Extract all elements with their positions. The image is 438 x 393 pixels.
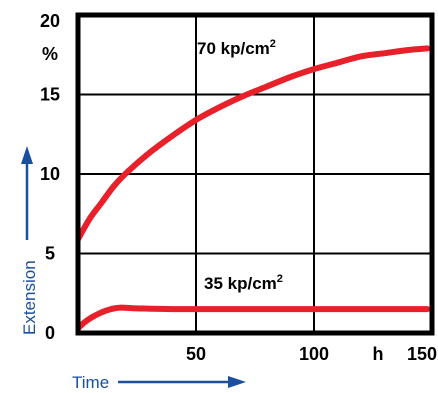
series-group — [78, 45, 431, 332]
y-tick-label: 10 — [40, 164, 60, 184]
y-tick-label: 15 — [40, 85, 60, 105]
x-axis-arrow-head — [228, 376, 246, 388]
series-label-35-sup: 2 — [277, 273, 283, 285]
y-tick-labels: 0 5 10 15 20 — [40, 11, 60, 343]
series-label-70: 70 kp/cm2 — [197, 38, 276, 58]
x-tick-label: 100 — [299, 344, 329, 364]
x-tick-label: 150 — [407, 344, 437, 364]
series-label-35: 35 kp/cm2 — [204, 273, 283, 293]
y-tick-label: 20 — [40, 11, 60, 31]
y-axis-label: Extension — [20, 260, 39, 335]
x-tick-labels: 50 100 150 — [186, 344, 437, 364]
plot-frame — [75, 12, 435, 336]
x-axis-label: Time — [72, 373, 109, 392]
y-tick-label: 5 — [45, 244, 55, 264]
y-axis-arrow-head — [21, 146, 33, 164]
series-label-70-sup: 2 — [270, 38, 276, 50]
y-unit-label: % — [42, 44, 58, 64]
series-line-0 — [78, 45, 431, 243]
y-tick-label: 0 — [45, 323, 55, 343]
x-unit-label: h — [373, 344, 384, 364]
series-label-70-text: 70 kp/cm — [197, 39, 270, 58]
series-line-1 — [78, 304, 431, 332]
x-tick-label: 50 — [186, 344, 206, 364]
series-label-35-text: 35 kp/cm — [204, 274, 277, 293]
